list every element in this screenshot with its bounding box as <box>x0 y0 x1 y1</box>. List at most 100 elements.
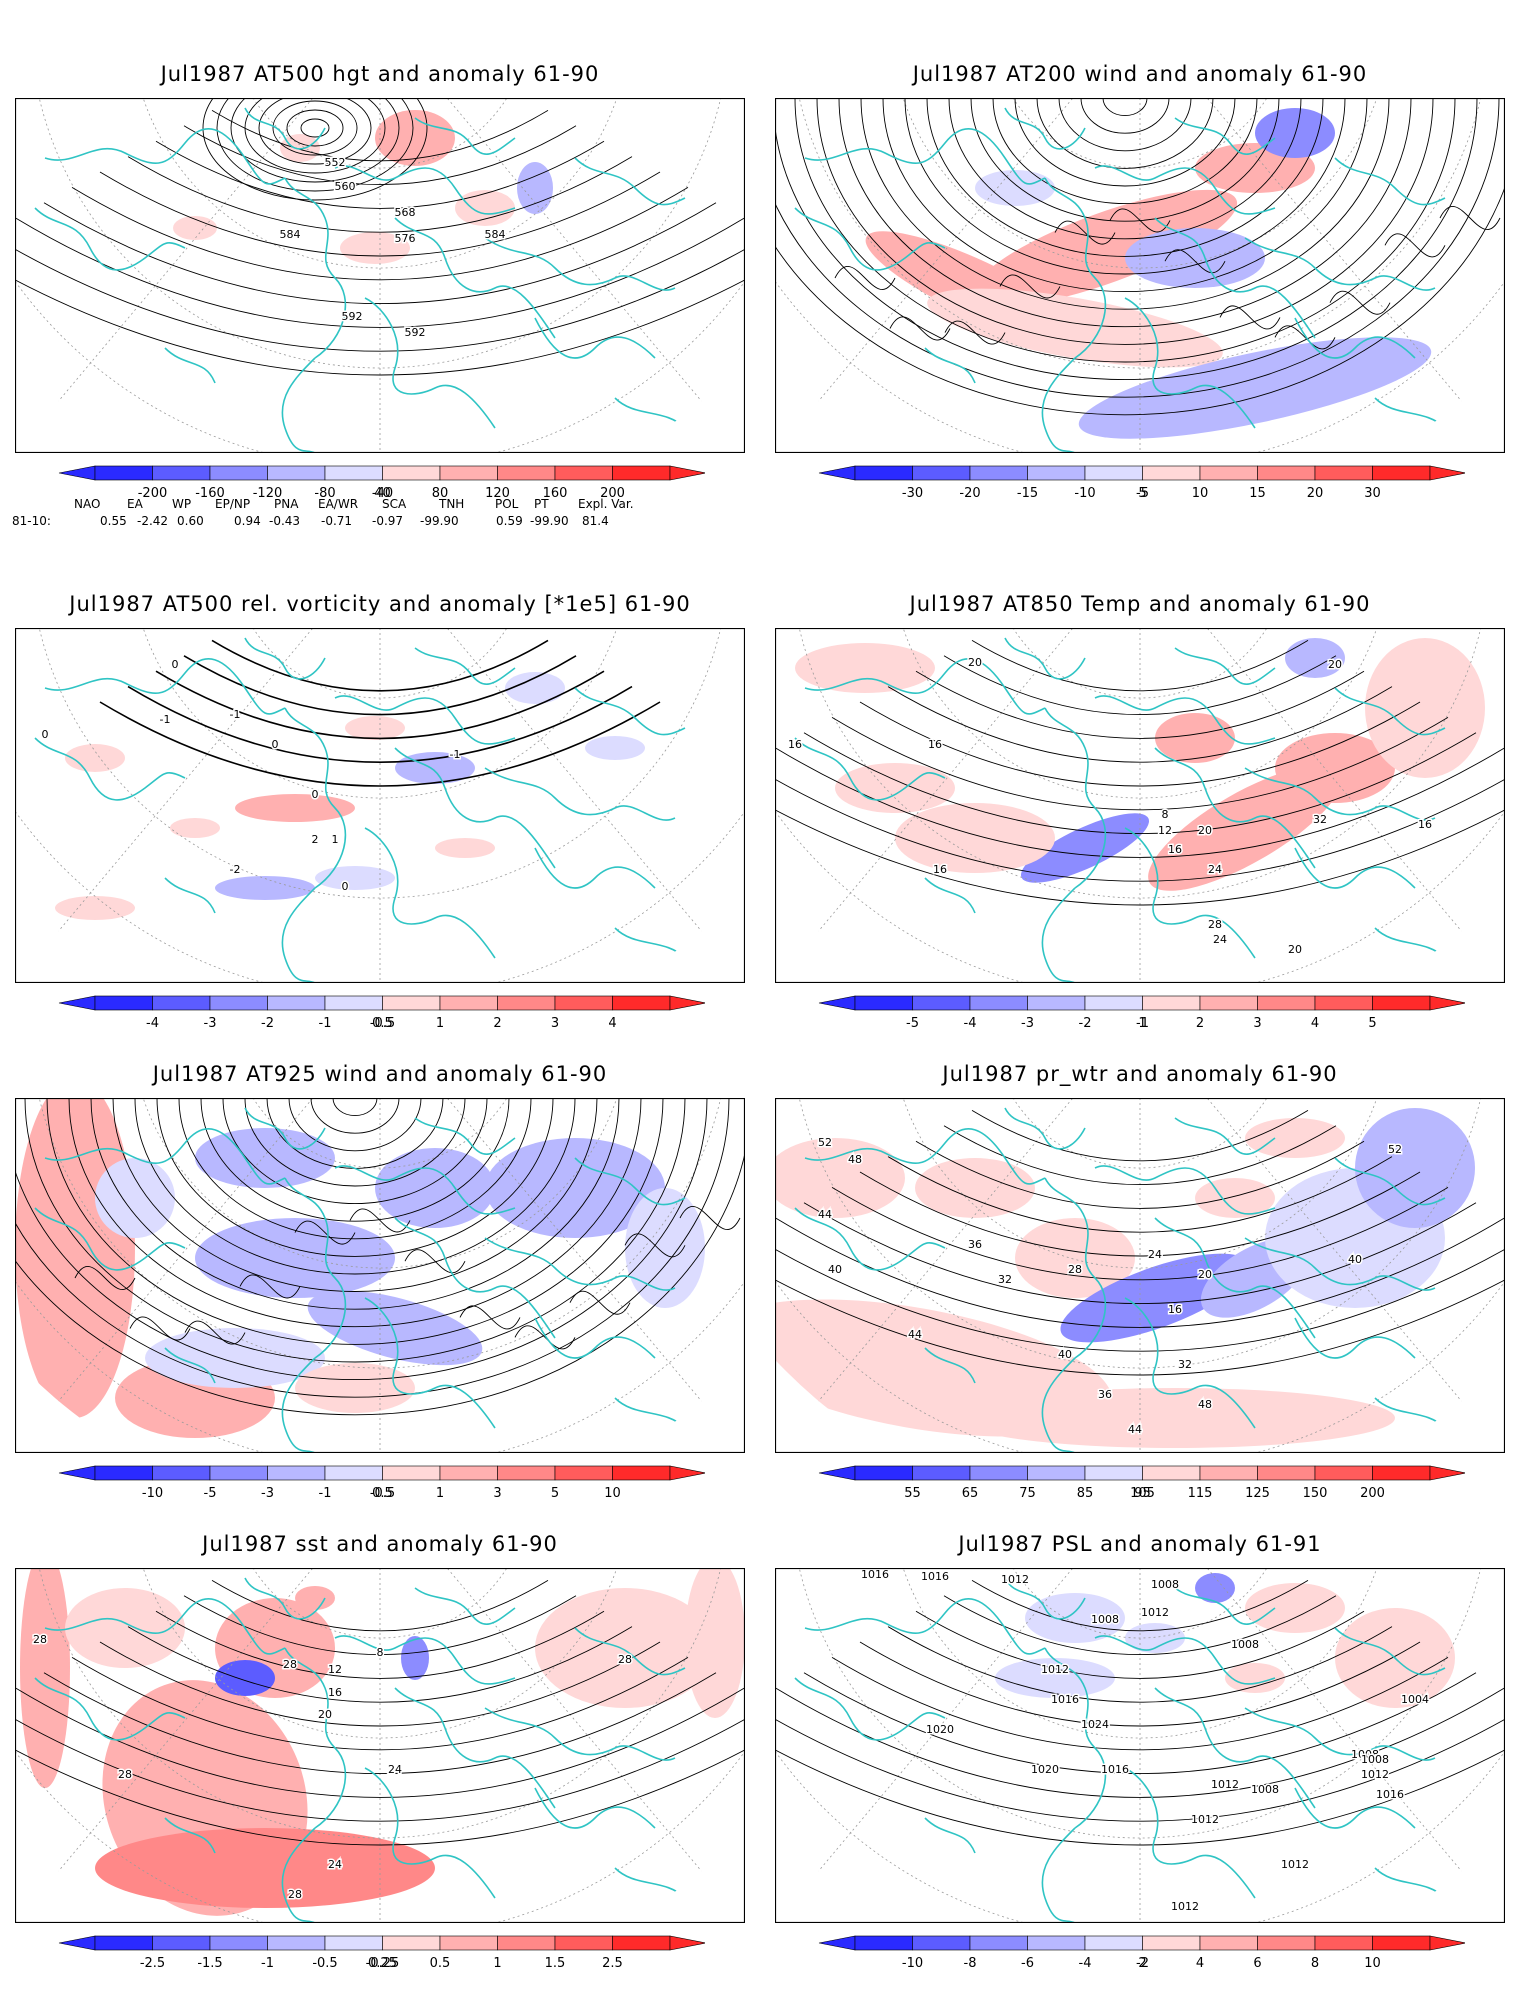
contour-label: 20 <box>1288 943 1302 956</box>
contour-label: 20 <box>1328 658 1342 671</box>
colorbar-arrow-low <box>818 995 856 1011</box>
contour-line <box>859 1171 1421 1257</box>
contour-label: 1012 <box>1171 1900 1199 1913</box>
map-frame <box>15 1098 745 1453</box>
coastline <box>414 117 516 155</box>
panel-title: Jul1987 AT850 Temp and anomaly 61-90 <box>909 592 1371 616</box>
colorbar-tick-label: -5 <box>204 1486 217 1501</box>
colorbar-tick-label: -3 <box>261 1486 274 1501</box>
anomaly-shading <box>1155 713 1235 763</box>
colorbar-tick-label: 5 <box>1138 486 1146 501</box>
colorbar-tick-label: -160 <box>195 486 225 501</box>
colorbar-segment <box>209 465 268 481</box>
colorbar-tick-label: 0.5 <box>372 1016 393 1031</box>
streamline <box>294 1220 356 1245</box>
colorbar-arrow-high <box>1429 1465 1465 1481</box>
contour-line <box>803 1202 1477 1305</box>
contour-label: 1008 <box>1251 1783 1279 1796</box>
contour-label: 36 <box>1098 1388 1112 1401</box>
colorbar-segment <box>94 1465 153 1481</box>
contour-label: 1 <box>332 833 339 846</box>
coastline <box>534 1317 656 1359</box>
map-vort500: 0 0 0 -1 1 -2 2 -1 0 -1 0 <box>15 628 745 983</box>
anomaly-shading <box>375 1148 495 1228</box>
colorbar-segment <box>267 1935 326 1951</box>
contour-line <box>286 109 344 147</box>
coastline <box>281 887 316 983</box>
colorbar-segment <box>554 995 613 1011</box>
colorbar-svg: -5 -4 -3 -2 -11 2 3 4 5 <box>818 995 1465 1031</box>
coastline <box>1004 1107 1086 1150</box>
streamline <box>1109 208 1171 233</box>
anomaly-shading <box>975 170 1055 206</box>
index-value: -0.97 <box>372 514 404 528</box>
streamline <box>112 1098 598 1292</box>
coastline <box>281 357 316 453</box>
colorbar-segment <box>152 995 211 1011</box>
contour-label: 48 <box>848 1153 862 1166</box>
coastline <box>414 1587 516 1625</box>
index-value: 0.94 <box>234 514 261 528</box>
colorbar-tick-label: -10 <box>902 1956 923 1971</box>
coastline <box>534 1787 656 1829</box>
colorbar-segment <box>209 1465 268 1481</box>
streamline <box>775 98 1500 398</box>
streamline <box>882 98 1368 292</box>
coastline <box>1041 887 1076 983</box>
coastline <box>574 1157 686 1206</box>
index-header: POL <box>495 497 519 511</box>
contour-line <box>15 248 745 376</box>
contour-label: 1008 <box>1351 1748 1379 1761</box>
colorbar-tick-label: 10 <box>1364 1956 1381 1971</box>
colorbar-segment <box>1314 1465 1373 1481</box>
map-frame <box>775 628 1505 983</box>
colorbar-segment <box>1199 995 1258 1011</box>
colorbar-segment <box>854 1935 913 1951</box>
colorbar-tick-label: 4 <box>608 1016 616 1031</box>
streamline <box>15 1098 745 1416</box>
panel-vort500: Jul1987 AT500 rel. vorticity and anomaly… <box>15 592 745 1042</box>
colorbar-segment <box>1257 465 1316 481</box>
contour-line <box>971 1110 1309 1162</box>
colorbar-arrow-high <box>669 1935 705 1951</box>
colorbar-segment <box>324 1465 383 1481</box>
colorbar-tick-label: 15 <box>1249 486 1266 501</box>
colorbar-segment <box>1199 465 1258 481</box>
anomaly-shading <box>1285 638 1345 678</box>
colorbar-segment <box>94 465 153 481</box>
contour-label: 1020 <box>926 1723 954 1736</box>
colorbar-segment <box>439 1935 498 1951</box>
panel-hgt500: Jul1987 AT500 hgt and anomaly 61-90 552 5… <box>15 62 745 512</box>
coastline <box>164 1347 216 1384</box>
contour-line <box>99 701 661 787</box>
contour-label: 44 <box>908 1328 922 1341</box>
coastline <box>484 237 676 291</box>
coastline <box>44 1128 286 1185</box>
colorbar-segment <box>1027 465 1086 481</box>
anomaly-shading <box>535 1588 715 1708</box>
contour-line <box>183 1595 577 1655</box>
index-header: SCA <box>382 497 407 511</box>
colorbar-arrow-low <box>818 1465 856 1481</box>
anomaly-shading <box>55 896 135 920</box>
colorbar-svg: -10 -8 -6 -4 -22 4 6 8 10 <box>818 1935 1465 1971</box>
anomaly-shading <box>375 110 455 166</box>
colorbar-arrow-high <box>1429 465 1465 481</box>
anomaly-shading <box>401 1636 429 1680</box>
colorbar-svg: -10 -5 -3 -1 -0.50.5 1 3 5 10 <box>58 1465 705 1501</box>
streamline <box>1274 325 1336 350</box>
map-sst: 28 28 28 24 28 28 20 16 12 8 24 <box>15 1568 745 1923</box>
colorbar-tick-label: -1 <box>319 1486 332 1501</box>
coastline <box>1294 1787 1416 1829</box>
anomaly-shading <box>795 643 935 693</box>
contour-line <box>943 1125 1337 1185</box>
streamline <box>184 1320 246 1345</box>
index-value: 0.59 <box>496 514 523 528</box>
colorbar-tick-label: 95 <box>1134 1486 1151 1501</box>
colorbar-tick-label: -1 <box>1136 1016 1149 1031</box>
contour-label: 1012 <box>1141 1606 1169 1619</box>
map-frame <box>775 1098 1505 1453</box>
anomaly-shading <box>215 1660 275 1696</box>
contour-label: 20 <box>968 656 982 669</box>
colorbar-tick-label: 1 <box>436 1016 444 1031</box>
